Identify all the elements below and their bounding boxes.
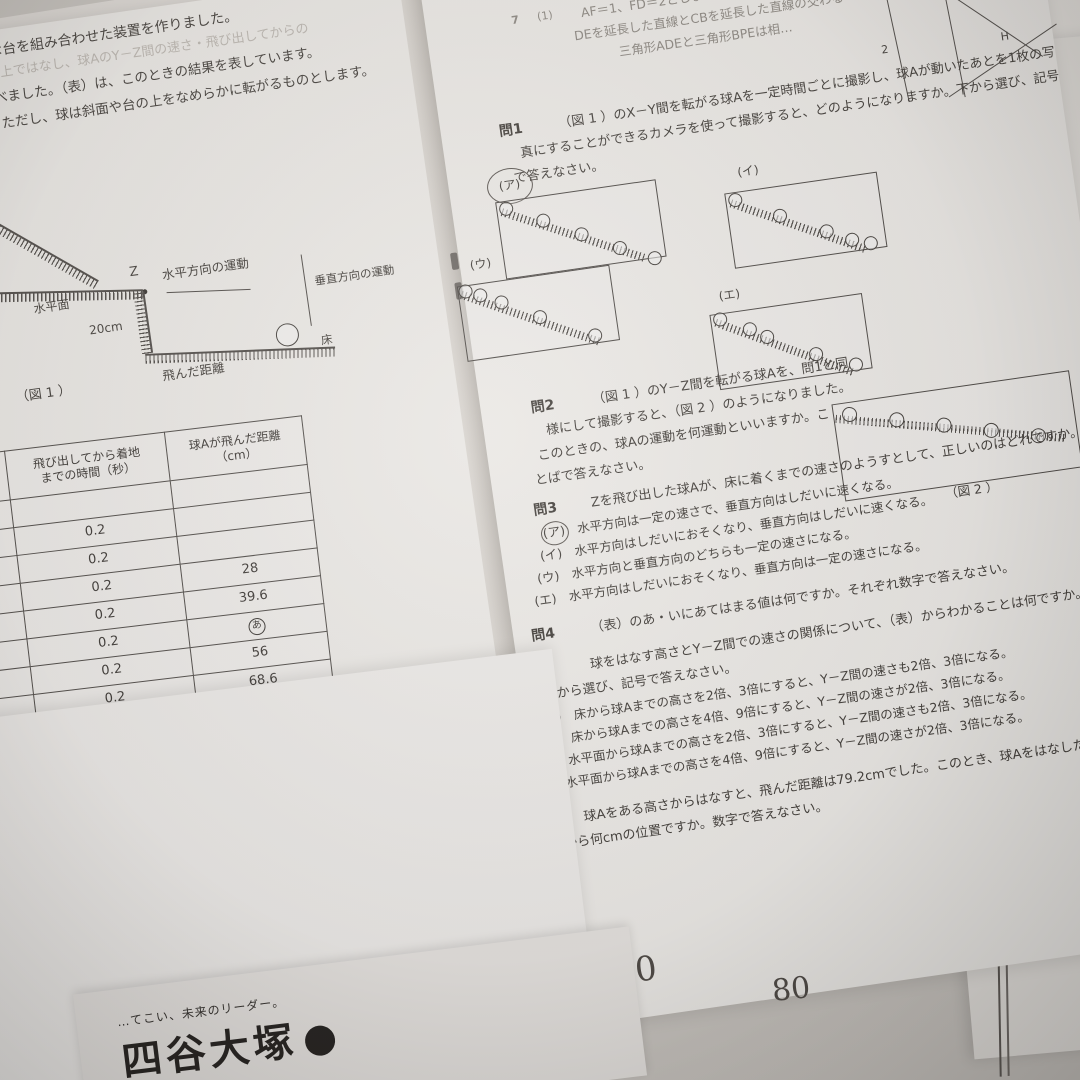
figure1-caption: （図 1 ） (15, 382, 73, 406)
q1-choice-box-b[interactable] (724, 171, 888, 269)
figure1-ball-landing (274, 321, 301, 348)
figure1-label-vertical-motion: 垂直方向の運動 (313, 262, 396, 288)
q1-choice-box-c[interactable] (456, 264, 621, 362)
figure1-arrow-horizontal (166, 288, 251, 294)
figure1-arrow-vertical (300, 254, 313, 326)
figure1-plane-hatch (0, 290, 144, 303)
figure1-label-floor: 床 (320, 332, 334, 348)
geometry-label-2b: 2 (880, 42, 890, 57)
q2-label: 問2 (529, 397, 556, 417)
figure1-label-z: Z (128, 264, 140, 281)
figure1-label-horizontal-plane: 水平面 (32, 297, 71, 317)
q1-choice-label-a: (ア) (497, 176, 522, 194)
q1-box-b-hatch (729, 199, 867, 253)
logo-circle-mark (303, 1023, 337, 1058)
q1-choice-label-c: (ウ) (468, 255, 493, 273)
handwritten-note-right: 80 (770, 970, 812, 1009)
q1-label: 問1 (498, 120, 524, 140)
math-problem-sub: (1) (536, 8, 554, 24)
q4-label: 問4 (530, 625, 557, 645)
q1-choice-label-d: (エ) (717, 286, 742, 304)
q3-label: 問3 (532, 499, 559, 519)
figure-1: 球A X 水平 Y 水平面 Z 20cm 水平方向の運動 (0, 44, 395, 439)
geometry-label-h: H (999, 29, 1010, 44)
math-problem-number: 7 (510, 13, 520, 28)
q1-choice-label-b: (イ) (736, 162, 760, 180)
figure1-incline-line (0, 174, 99, 282)
table-unknown-marker: あ (247, 616, 267, 636)
figure1-label-horizontal-motion: 水平方向の運動 (161, 255, 250, 283)
q1-box-a-ball-5 (646, 250, 663, 267)
figure1-label-height: 20cm (88, 318, 124, 338)
